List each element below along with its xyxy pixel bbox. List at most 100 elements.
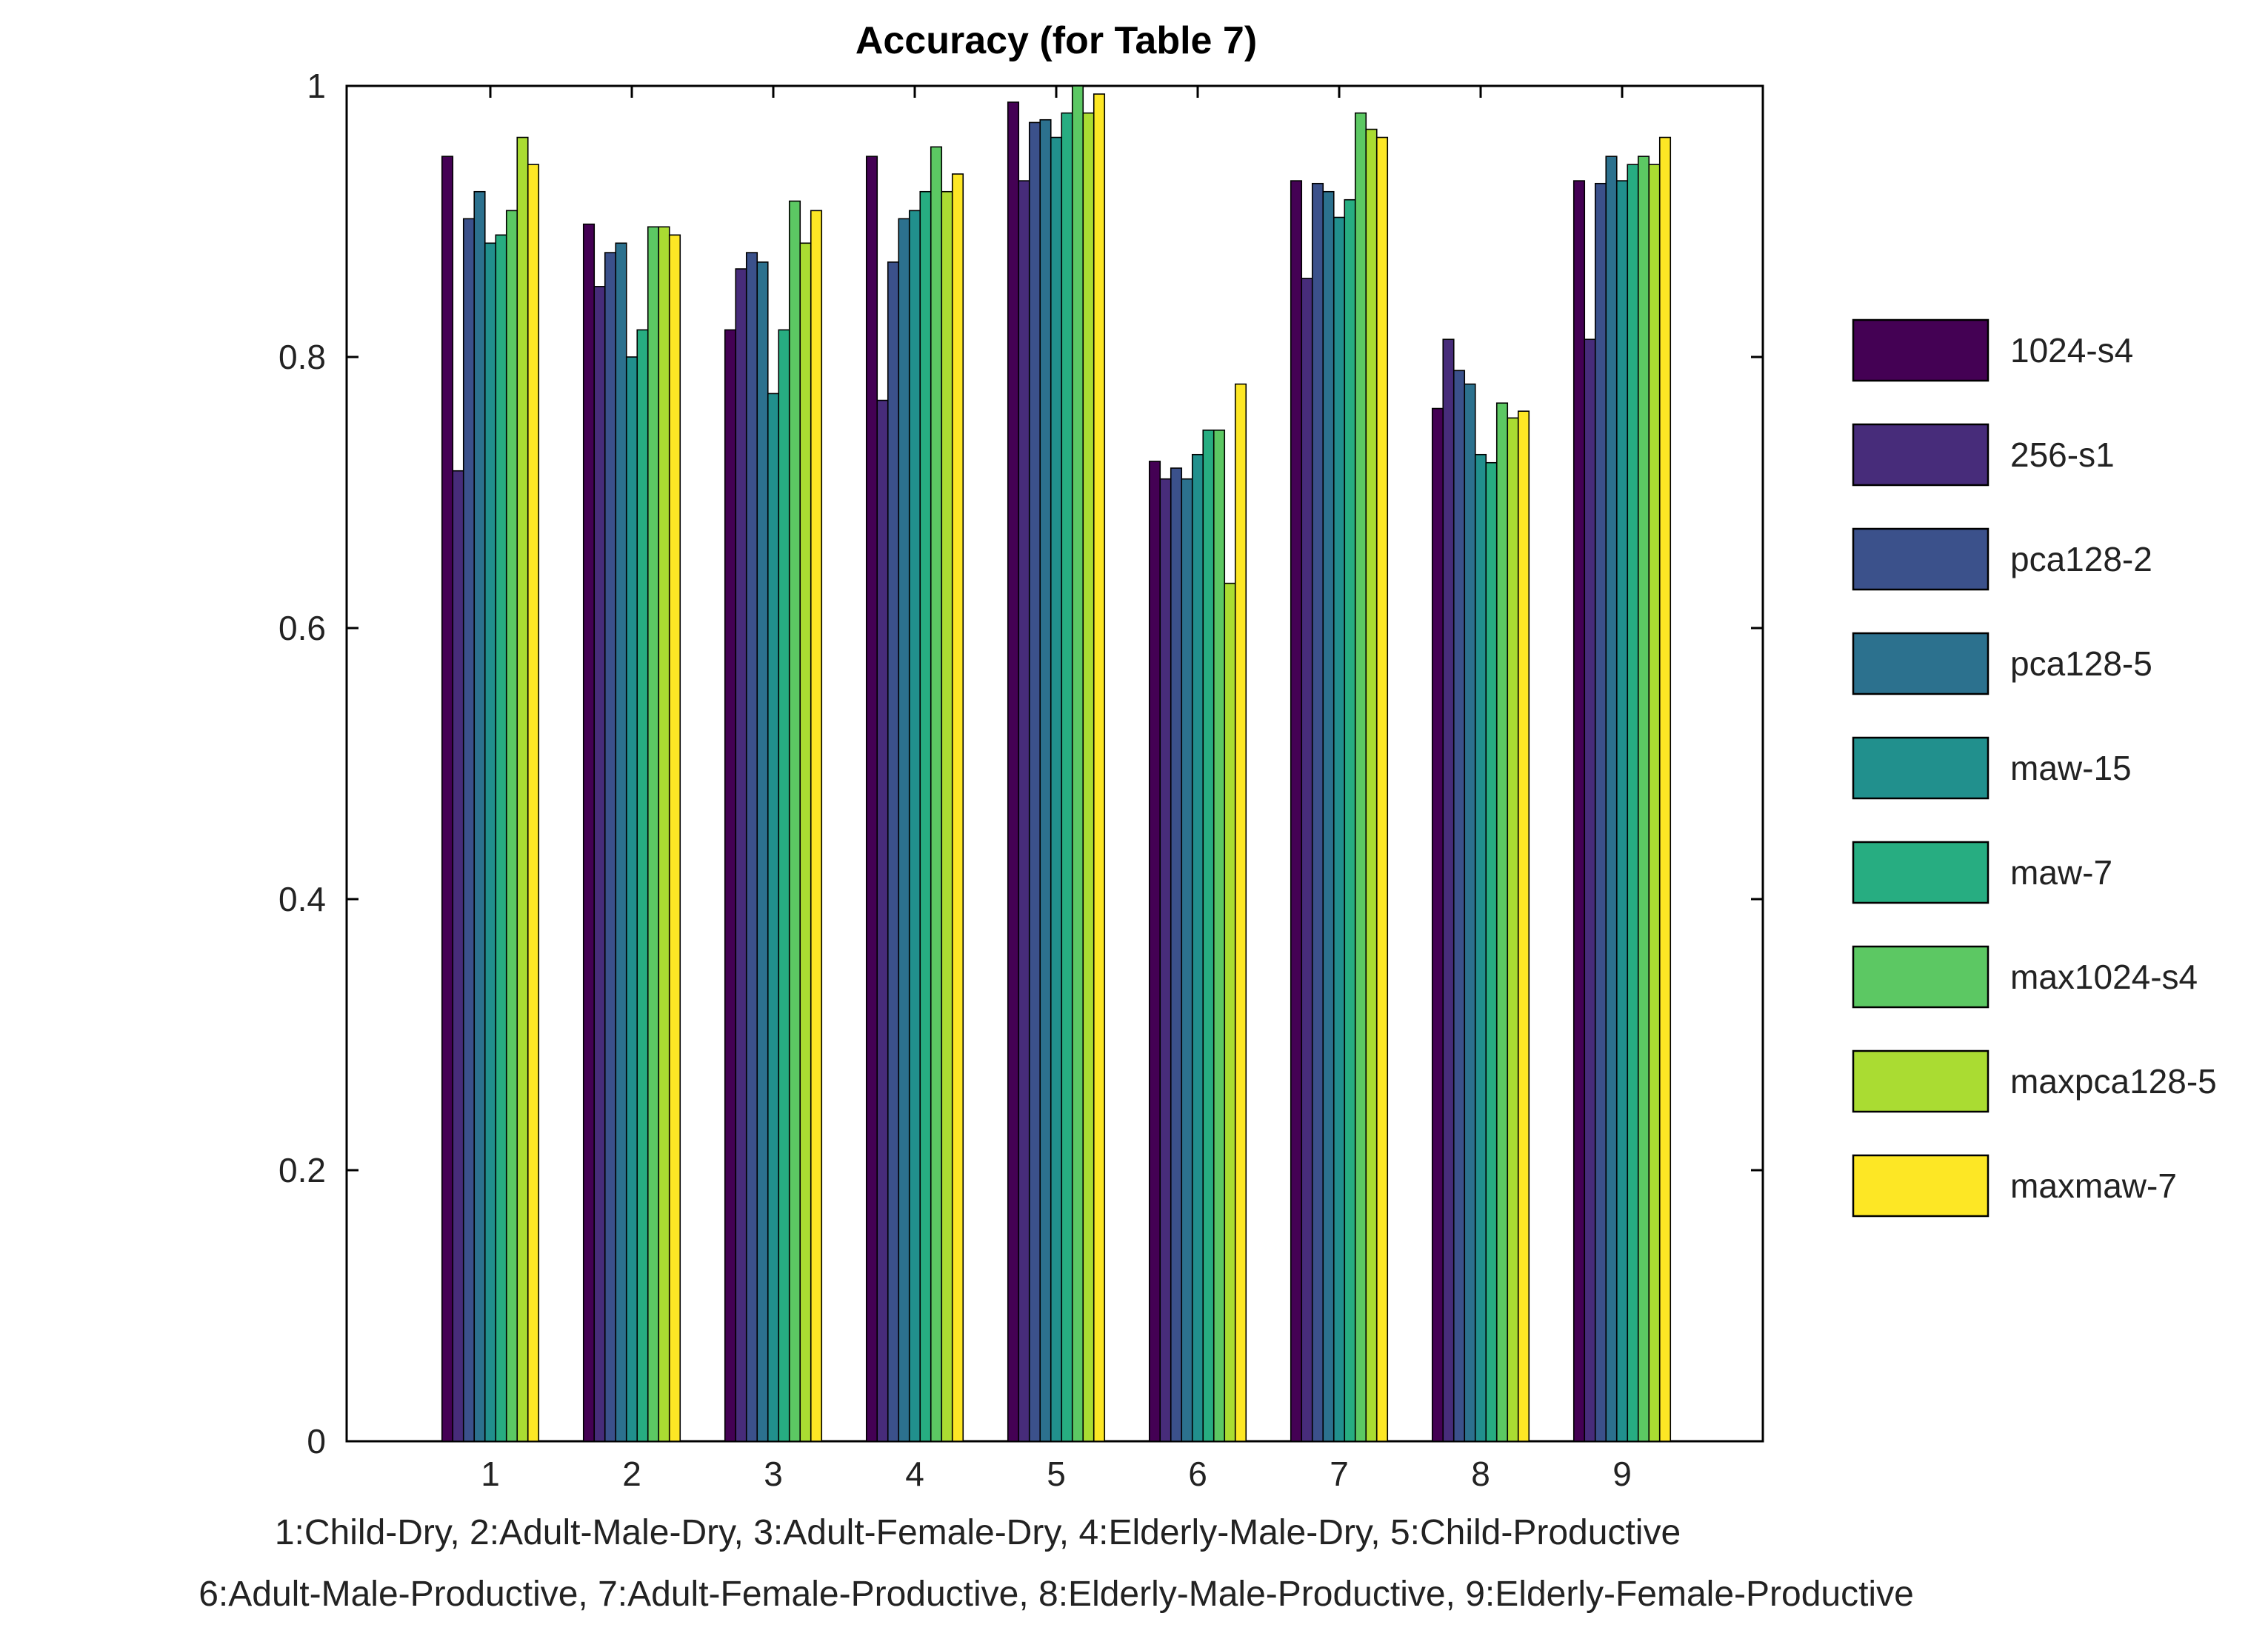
bar-maxmaw-7-cat-3: [810, 210, 823, 1442]
bar-pca128-5-cat-7: [1322, 190, 1335, 1442]
bar-max1024-s4-cat-5: [1071, 85, 1084, 1442]
legend-swatch-maw-7: [1852, 841, 1989, 904]
bar-1024-s4-cat-1: [441, 156, 454, 1442]
bar-maxmaw-7-cat-8: [1517, 410, 1530, 1442]
y-axis: 0 0.2 0.4 0.6 0.8 1: [279, 67, 1763, 1461]
caption-line-2: 6:Adult-Male-Productive, 7:Adult-Female-…: [199, 1575, 1914, 1614]
bar-maxmaw-7-cat-6: [1234, 383, 1247, 1442]
chart-title: Accuracy (for Table 7): [855, 19, 1257, 62]
bar-max1024-s4-cat-4: [930, 146, 943, 1442]
bar-maxpca128-5-cat-3: [799, 242, 812, 1442]
bar-maxmaw-7-cat-1: [527, 164, 540, 1442]
x-tick-label: 8: [1471, 1455, 1490, 1493]
bar-maxpca128-5-cat-5: [1082, 112, 1095, 1442]
bar-maw-15-cat-5: [1050, 136, 1063, 1442]
bar-series-group: [441, 85, 1672, 1442]
bar-maxpca128-5-cat-7: [1365, 128, 1378, 1442]
bar-pca128-5-cat-2: [615, 242, 627, 1442]
bar-1024-s4-cat-4: [865, 156, 878, 1442]
bar-maxpca128-5-cat-1: [516, 136, 529, 1442]
bar-1024-s4-cat-6: [1148, 461, 1161, 1442]
bar-maw-15-cat-7: [1333, 216, 1346, 1442]
legend-label-1024-s4: 1024-s4: [2010, 331, 2133, 370]
bar-1024-s4-cat-2: [582, 223, 596, 1442]
legend-label-pca128-5: pca128-5: [2010, 644, 2152, 683]
legend-swatch-1024-s4: [1852, 318, 1989, 382]
bar-pca128-2-cat-2: [604, 252, 617, 1442]
x-tick-label: 5: [1047, 1455, 1066, 1493]
bar-256-s1-cat-4: [876, 399, 889, 1442]
bar-max1024-s4-cat-1: [505, 210, 518, 1442]
bar-pca128-2-cat-3: [745, 252, 758, 1442]
bar-pca128-5-cat-5: [1039, 118, 1052, 1442]
x-tick-label: 6: [1188, 1455, 1207, 1493]
legend-swatch-256-s1: [1852, 423, 1989, 487]
bar-maw-7-cat-2: [636, 329, 649, 1442]
x-axis: 1 2 3 4 5 6 7 8 9: [481, 86, 1632, 1493]
x-tick-label: 2: [622, 1455, 641, 1493]
bar-maw-7-cat-8: [1485, 461, 1498, 1442]
x-tick-label: 1: [481, 1455, 500, 1493]
bar-maw-15-cat-1: [484, 242, 497, 1442]
bar-maw-7-cat-4: [919, 190, 932, 1442]
bar-pca128-2-cat-5: [1028, 121, 1041, 1442]
legend-label-pca128-2: pca128-2: [2010, 540, 2152, 578]
legend-label-maxpca128-5: maxpca128-5: [2010, 1062, 2217, 1101]
bar-max1024-s4-cat-3: [788, 200, 801, 1442]
bar-max1024-s4-cat-8: [1495, 402, 1509, 1442]
bar-maxpca128-5-cat-6: [1224, 582, 1236, 1442]
bar-pca128-2-cat-8: [1452, 370, 1466, 1442]
x-tick-label: 4: [905, 1455, 924, 1493]
bar-pca128-2-cat-7: [1311, 182, 1324, 1442]
y-tick-label: 0.6: [279, 609, 326, 647]
bar-pca128-2-cat-9: [1594, 182, 1607, 1442]
bar-maxmaw-7-cat-9: [1658, 136, 1672, 1442]
legend-label-maw-15: maw-15: [2010, 749, 2132, 787]
bar-maw-7-cat-5: [1061, 112, 1073, 1442]
bar-maxpca128-5-cat-8: [1507, 417, 1519, 1442]
bar-256-s1-cat-3: [735, 268, 747, 1442]
legend-swatch-maxmaw-7: [1852, 1154, 1989, 1218]
bar-256-s1-cat-5: [1018, 180, 1030, 1442]
bar-1024-s4-cat-8: [1431, 407, 1444, 1442]
bar-256-s1-cat-7: [1301, 278, 1313, 1442]
bar-1024-s4-cat-9: [1572, 180, 1586, 1442]
legend-label-maxmaw-7: maxmaw-7: [2010, 1166, 2177, 1205]
bar-maxpca128-5-cat-4: [941, 190, 953, 1442]
bar-maxmaw-7-cat-4: [951, 173, 964, 1442]
bar-256-s1-cat-1: [452, 470, 464, 1442]
bar-pca128-5-cat-1: [473, 190, 486, 1442]
legend-swatch-maxpca128-5: [1852, 1049, 1989, 1113]
bar-maw-15-cat-4: [908, 210, 921, 1442]
bar-256-s1-cat-8: [1442, 338, 1455, 1442]
legend-label-maw-7: maw-7: [2010, 853, 2112, 892]
bar-256-s1-cat-9: [1584, 338, 1596, 1442]
legend: 1024-s4 256-s1 pca128-2 pca128-5 maw-15 maw-7…: [1852, 318, 2217, 1218]
bar-maw-15-cat-8: [1474, 453, 1487, 1442]
bar-maw-7-cat-1: [495, 234, 507, 1442]
bar-max1024-s4-cat-6: [1213, 430, 1226, 1442]
bar-max1024-s4-cat-7: [1354, 112, 1367, 1442]
y-tick-label: 0: [307, 1422, 326, 1461]
bar-maw-15-cat-3: [767, 393, 780, 1442]
y-tick-label: 1: [307, 67, 326, 105]
legend-swatch-pca128-5: [1852, 632, 1989, 695]
bar-maxmaw-7-cat-2: [668, 234, 681, 1442]
bar-maw-15-cat-2: [625, 356, 638, 1442]
bar-maxpca128-5-cat-9: [1648, 164, 1661, 1442]
y-tick-label: 0.8: [279, 338, 326, 376]
bar-256-s1-cat-2: [593, 286, 606, 1442]
bar-256-s1-cat-6: [1159, 478, 1172, 1442]
x-tick-label: 3: [764, 1455, 783, 1493]
x-tick-label: 7: [1330, 1455, 1349, 1493]
bar-max1024-s4-cat-2: [647, 226, 660, 1442]
bar-maw-15-cat-6: [1191, 453, 1204, 1442]
bar-1024-s4-cat-3: [724, 329, 737, 1442]
bar-pca128-2-cat-1: [462, 218, 476, 1442]
bar-maw-15-cat-9: [1615, 180, 1629, 1442]
bar-pca128-5-cat-9: [1605, 156, 1618, 1442]
x-tick-label: 9: [1612, 1455, 1632, 1493]
bar-pca128-5-cat-4: [898, 218, 910, 1442]
bar-maw-7-cat-3: [778, 329, 790, 1442]
